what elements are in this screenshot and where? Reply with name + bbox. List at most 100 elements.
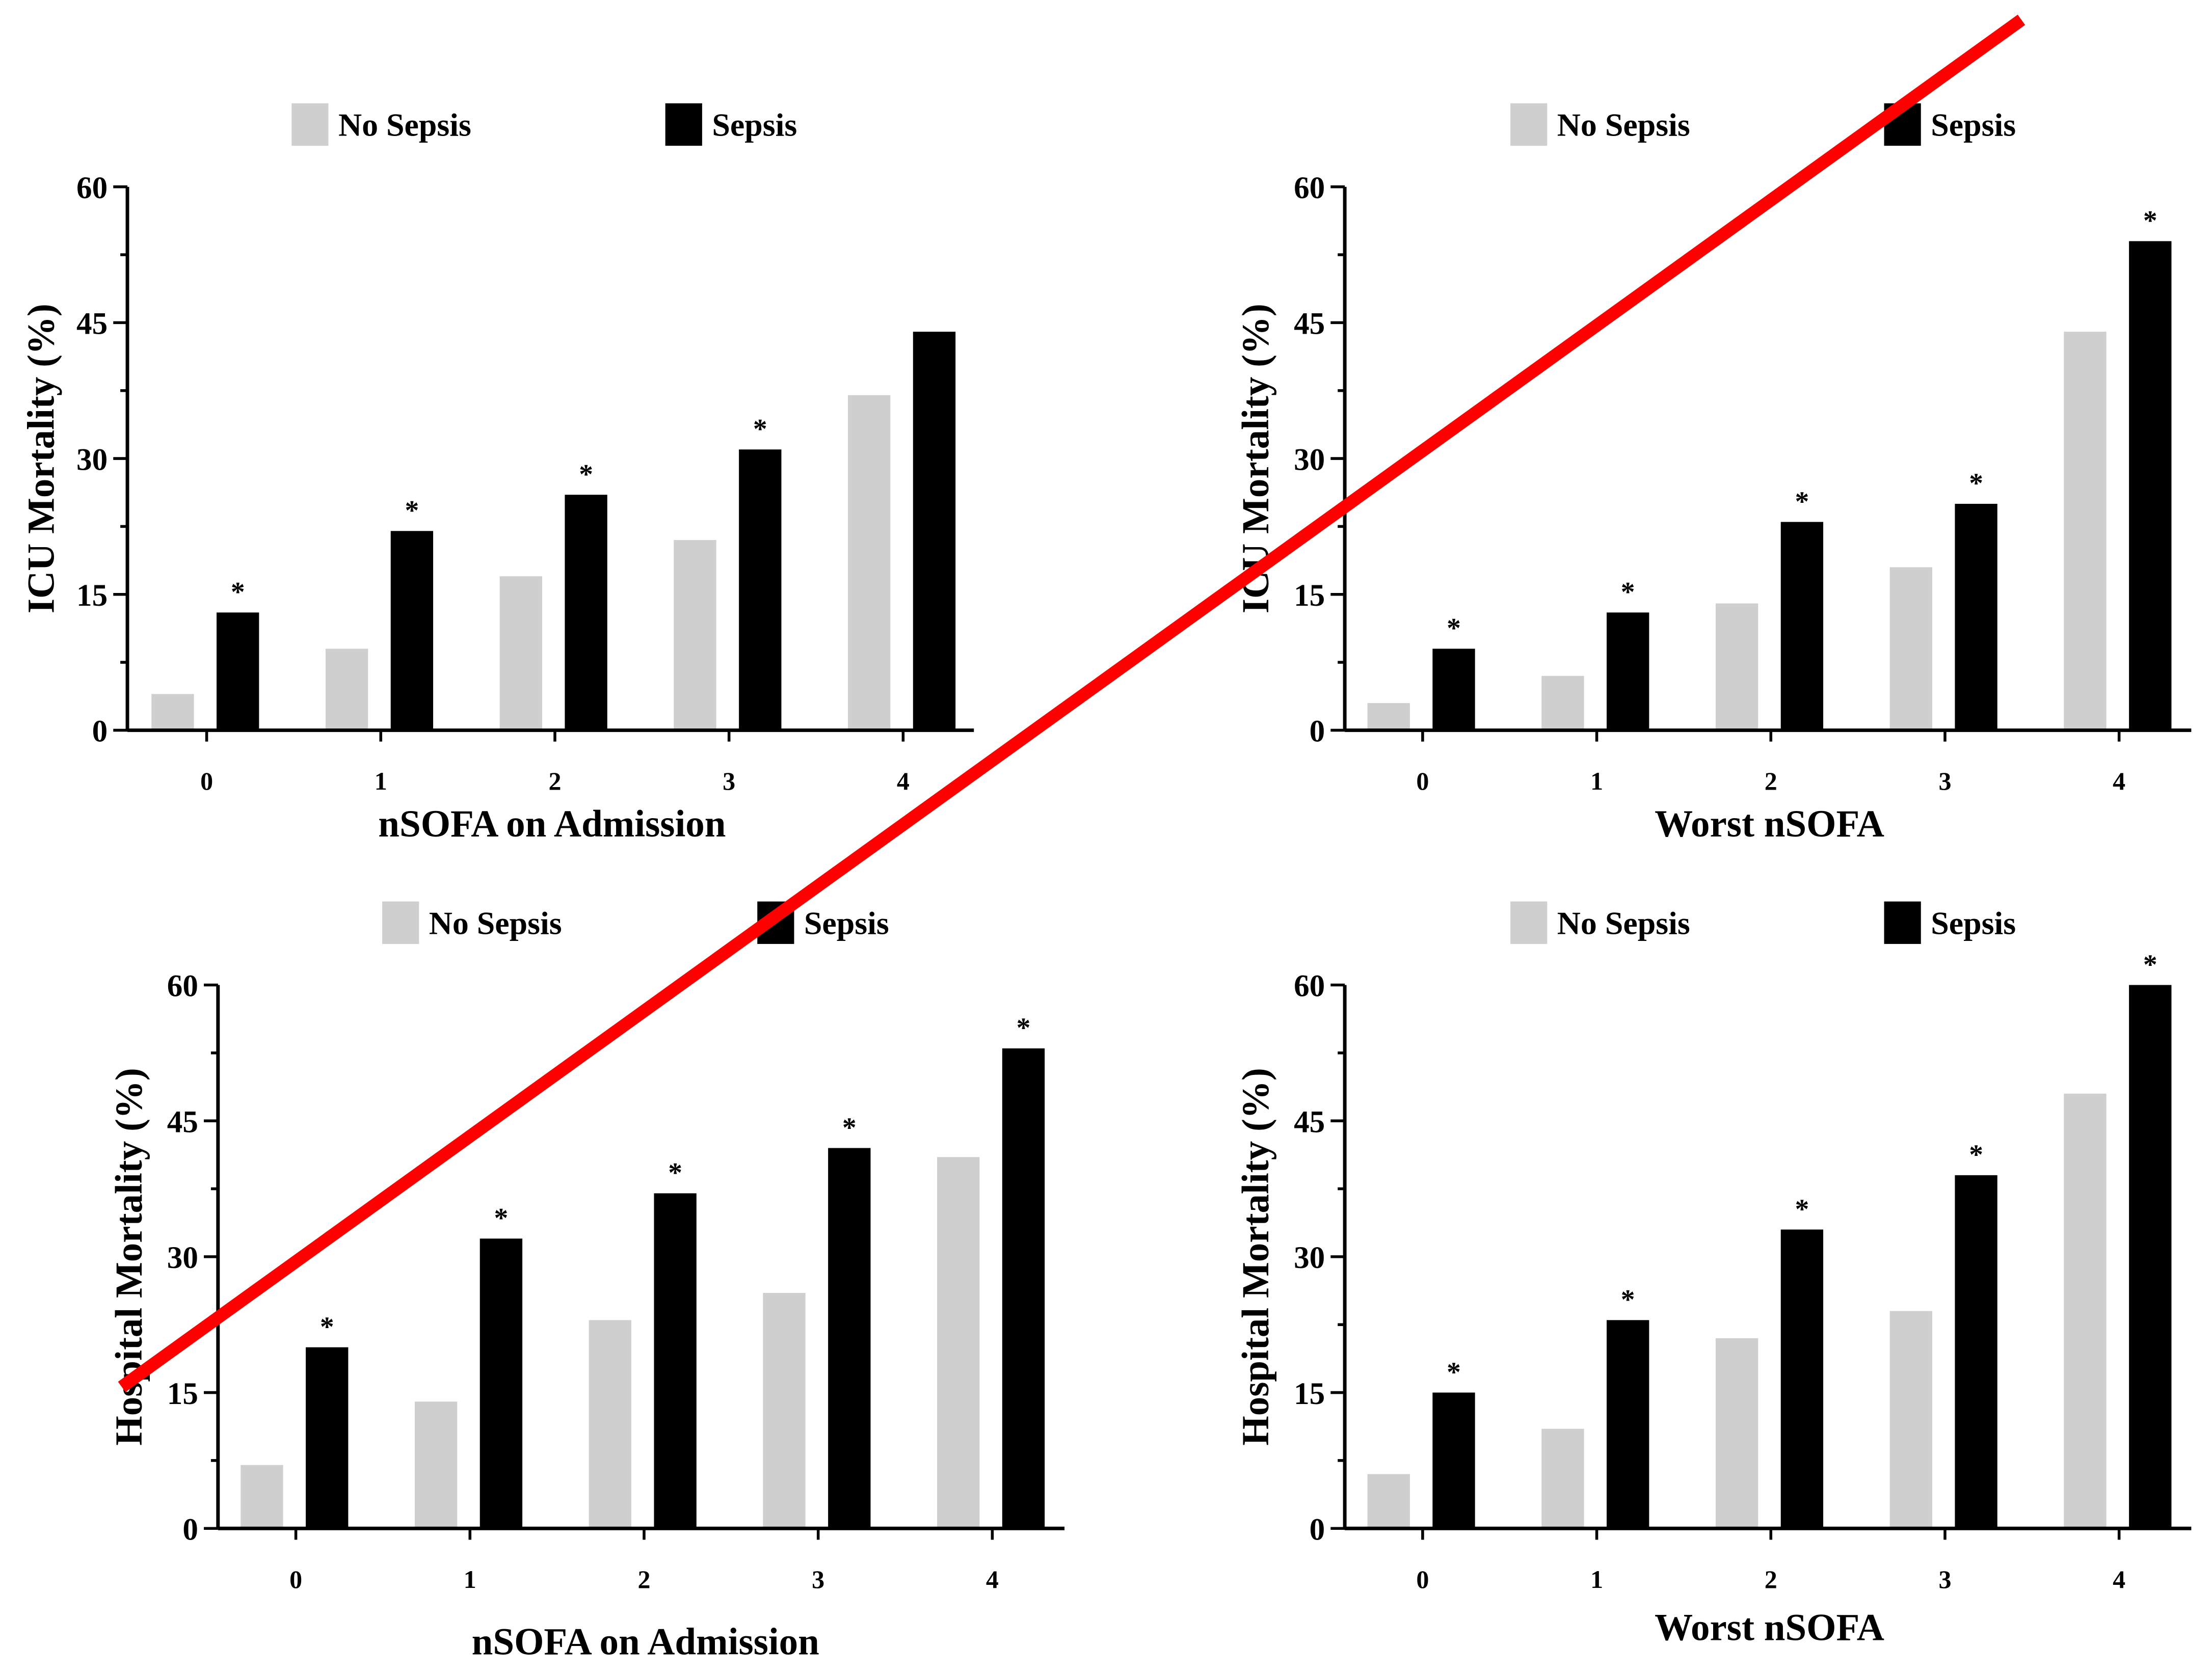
significance-marker-4: * — [1017, 1012, 1031, 1044]
x-tick-label-2: 2 — [548, 767, 561, 795]
bar-sepsis-1 — [390, 531, 434, 731]
x-tick-label-0: 0 — [289, 1565, 302, 1594]
y-tick-label-15: 15 — [1294, 579, 1325, 613]
legend-swatch-sepsis — [1884, 901, 1921, 944]
legend-label-no-sepsis: No Sepsis — [338, 107, 471, 143]
y-tick-label-15: 15 — [167, 1377, 198, 1411]
bar-sepsis-2 — [1780, 1229, 1824, 1529]
significance-marker-0: * — [231, 576, 245, 608]
significance-marker-1: * — [405, 495, 419, 526]
bar-no-sepsis-4 — [2064, 1093, 2107, 1529]
bar-sepsis-3 — [739, 449, 782, 731]
chart-panel-hospital-worst: No Sepsis Sepsis * 0 * 1 * 2 * 3 * 4 0 15 30 45 60 Worst … — [1235, 901, 2192, 1649]
x-tick-label-1: 1 — [1590, 767, 1603, 795]
bar-no-sepsis-0 — [1367, 1474, 1410, 1529]
x-axis-title: Worst nSOFA — [1655, 1607, 1884, 1649]
chart-panel-icu-worst: No Sepsis Sepsis * 0 * 1 * 2 * 3 * 4 0 15 30 45 60 Worst … — [1235, 103, 2192, 845]
bar-no-sepsis-3 — [1889, 567, 1932, 731]
x-tick-label-0: 0 — [1416, 1565, 1429, 1594]
chart-panel-icu-admission: No Sepsis Sepsis * 0 * 1 * 2 * 3 4 0 15 30 45 60 nSOFA o… — [20, 103, 974, 845]
y-tick-label-60: 60 — [167, 969, 198, 1004]
bar-sepsis-0 — [1432, 649, 1475, 731]
y-tick-label-15: 15 — [76, 579, 108, 613]
legend-swatch-sepsis — [665, 103, 702, 146]
bar-no-sepsis-0 — [241, 1465, 283, 1529]
x-axis-title: Worst nSOFA — [1655, 803, 1884, 845]
legend-swatch-no-sepsis — [382, 901, 419, 944]
bar-no-sepsis-1 — [1541, 676, 1584, 731]
y-tick-label-60: 60 — [76, 171, 108, 205]
x-axis-title: nSOFA on Admission — [378, 803, 726, 845]
y-tick-label-60: 60 — [1294, 171, 1325, 205]
bar-no-sepsis-2 — [499, 576, 542, 731]
bar-sepsis-1 — [479, 1238, 523, 1529]
significance-marker-1: * — [494, 1202, 509, 1234]
y-tick-label-0: 0 — [1310, 715, 1325, 749]
x-tick-label-1: 1 — [1590, 1565, 1603, 1594]
significance-marker-3: * — [1969, 468, 1983, 499]
significance-marker-3: * — [842, 1112, 857, 1143]
y-tick-label-45: 45 — [76, 307, 108, 341]
bar-no-sepsis-1 — [1541, 1428, 1584, 1529]
bar-sepsis-1 — [1607, 612, 1649, 731]
bar-no-sepsis-0 — [1367, 703, 1410, 731]
bar-sepsis-2 — [1780, 522, 1824, 731]
significance-marker-2: * — [579, 458, 593, 490]
y-tick-label-30: 30 — [167, 1241, 198, 1275]
bar-no-sepsis-4 — [848, 395, 891, 731]
bar-sepsis-0 — [217, 612, 259, 731]
x-tick-label-2: 2 — [1765, 1565, 1777, 1594]
significance-marker-0: * — [1447, 1356, 1461, 1388]
significance-marker-3: * — [753, 413, 767, 445]
y-axis-title: Hospital Mortality (%) — [1235, 1068, 1277, 1446]
bar-sepsis-4 — [2129, 241, 2172, 731]
bar-no-sepsis-1 — [414, 1401, 458, 1529]
bar-sepsis-0 — [306, 1347, 349, 1529]
significance-marker-2: * — [668, 1157, 682, 1189]
x-tick-label-0: 0 — [1416, 767, 1429, 795]
bar-no-sepsis-3 — [674, 540, 716, 731]
y-tick-label-15: 15 — [1294, 1377, 1325, 1411]
bar-sepsis-2 — [654, 1193, 697, 1529]
y-tick-label-60: 60 — [1294, 969, 1325, 1004]
y-tick-label-45: 45 — [167, 1105, 198, 1139]
x-axis-title: nSOFA on Admission — [472, 1621, 819, 1663]
x-tick-label-4: 4 — [2113, 767, 2125, 795]
bar-no-sepsis-4 — [2064, 332, 2107, 731]
legend-label-sepsis: Sepsis — [1931, 905, 2016, 941]
significance-marker-4: * — [2143, 205, 2157, 236]
x-tick-label-0: 0 — [200, 767, 213, 795]
significance-marker-1: * — [1621, 576, 1635, 608]
x-tick-label-4: 4 — [986, 1565, 999, 1594]
bar-no-sepsis-3 — [763, 1292, 806, 1529]
bar-sepsis-0 — [1432, 1392, 1475, 1529]
legend-label-sepsis: Sepsis — [804, 905, 889, 941]
x-tick-label-3: 3 — [812, 1565, 824, 1594]
significance-marker-4: * — [2143, 949, 2157, 980]
bar-sepsis-1 — [1607, 1320, 1649, 1529]
y-tick-label-30: 30 — [76, 443, 108, 477]
y-tick-label-0: 0 — [1310, 1513, 1325, 1547]
bar-sepsis-4 — [913, 332, 956, 731]
bar-no-sepsis-3 — [1889, 1311, 1932, 1529]
bar-sepsis-4 — [1002, 1048, 1045, 1529]
legend-swatch-no-sepsis — [1510, 901, 1548, 944]
y-axis-title: ICU Mortality (%) — [20, 304, 63, 613]
y-tick-label-0: 0 — [182, 1513, 198, 1547]
bar-sepsis-3 — [1955, 1175, 1997, 1529]
x-tick-label-4: 4 — [2113, 1565, 2125, 1594]
bar-sepsis-3 — [1955, 503, 1997, 731]
chart-panel-hospital-admission: No Sepsis Sepsis * 0 * 1 * 2 * 3 * 4 0 15 30 45 60 nSOFA … — [108, 901, 1065, 1663]
significance-marker-3: * — [1969, 1139, 1983, 1171]
x-tick-label-3: 3 — [1938, 1565, 1951, 1594]
significance-marker-2: * — [1795, 1193, 1809, 1225]
bar-no-sepsis-0 — [151, 694, 194, 731]
significance-marker-0: * — [1447, 612, 1461, 644]
bar-no-sepsis-2 — [1715, 603, 1758, 731]
bar-no-sepsis-2 — [1715, 1338, 1758, 1529]
y-tick-label-45: 45 — [1294, 307, 1325, 341]
x-tick-label-3: 3 — [723, 767, 735, 795]
red-diagonal-annotation — [118, 14, 2026, 1392]
